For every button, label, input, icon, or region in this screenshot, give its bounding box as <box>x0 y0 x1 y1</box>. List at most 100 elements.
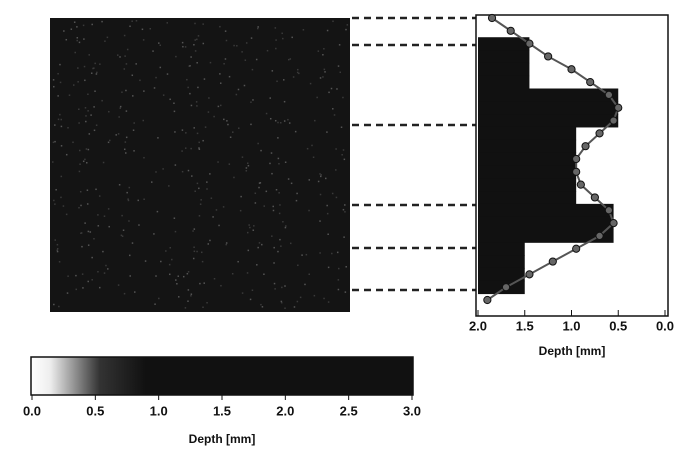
noise-dot <box>165 250 167 252</box>
noise-dot <box>313 294 316 297</box>
noise-dot <box>338 44 341 46</box>
noise-dot <box>193 228 196 230</box>
noise-dot <box>290 182 293 185</box>
noise-dot <box>144 260 147 262</box>
x-tick-label: 1.0 <box>562 318 580 333</box>
noise-dot <box>141 28 144 31</box>
noise-dot <box>272 205 274 208</box>
noise-dot <box>134 291 136 293</box>
noise-dot <box>191 175 193 177</box>
noise-dot <box>189 65 191 67</box>
noise-dot <box>126 48 129 51</box>
noise-dot <box>166 22 169 24</box>
profile-point <box>595 231 604 241</box>
noise-dot <box>275 189 278 191</box>
noise-dot <box>168 263 171 266</box>
noise-dot <box>174 230 177 233</box>
x-tick-label: 2.0 <box>276 403 294 418</box>
profile-bar <box>478 101 619 115</box>
noise-dot <box>237 260 239 263</box>
noise-dot <box>339 71 342 74</box>
noise-dot <box>159 66 162 69</box>
noise-dot <box>198 141 200 144</box>
noise-dot <box>192 257 195 260</box>
noise-dot <box>322 54 324 56</box>
noise-dot <box>115 134 117 136</box>
noise-dot <box>337 279 340 281</box>
noise-dot <box>274 27 277 29</box>
noise-dot <box>94 90 96 92</box>
noise-dot <box>299 296 302 299</box>
noise-dot <box>219 25 221 28</box>
profile-point <box>586 77 595 87</box>
noise-dot <box>153 87 156 89</box>
noise-dot <box>65 213 68 216</box>
noise-dot <box>209 173 211 175</box>
noise-dot <box>149 27 152 30</box>
x-tick-label: 2.5 <box>340 403 358 418</box>
noise-dot <box>284 285 286 287</box>
noise-dot <box>202 23 204 25</box>
noise-dot <box>306 147 309 150</box>
noise-dot <box>86 189 89 191</box>
profile-point <box>525 39 534 48</box>
noise-dot <box>175 279 177 281</box>
noise-dot <box>233 44 235 47</box>
x-tick-label: 1.0 <box>150 403 168 418</box>
noise-dot <box>67 275 69 277</box>
noise-dot <box>135 20 138 22</box>
noise-dot <box>121 91 123 93</box>
noise-dot <box>280 301 283 304</box>
noise-dot <box>198 148 201 151</box>
profile-bar <box>478 62 530 77</box>
noise-dot <box>246 272 249 274</box>
noise-dot <box>187 300 189 302</box>
noise-dot <box>80 232 83 234</box>
noise-dot <box>322 76 324 78</box>
noise-dot <box>168 185 170 187</box>
noise-dot <box>97 214 99 216</box>
noise-dot <box>53 85 55 88</box>
noise-dot <box>287 178 290 180</box>
noise-dot <box>85 148 88 150</box>
noise-dot <box>175 55 177 58</box>
noise-dot <box>95 124 98 126</box>
noise-dot <box>250 37 253 39</box>
noise-dot <box>196 38 198 41</box>
noise-dot <box>335 169 337 171</box>
noise-dot <box>107 141 110 144</box>
noise-dot <box>53 303 55 306</box>
noise-dot <box>85 115 87 117</box>
noise-dot <box>332 20 334 23</box>
noise-dot <box>78 122 80 124</box>
noise-dot <box>231 131 234 133</box>
noise-dot <box>204 126 207 128</box>
noise-dot <box>83 65 86 68</box>
noise-dot <box>72 84 75 86</box>
noise-dot <box>78 108 80 111</box>
noise-dot <box>87 244 90 246</box>
profile-point <box>590 193 599 202</box>
noise-dot <box>344 291 347 293</box>
noise-dot <box>220 284 222 287</box>
noise-dot <box>86 203 89 205</box>
noise-dot <box>223 118 225 121</box>
noise-dot <box>226 120 228 122</box>
profile-bar <box>478 178 577 192</box>
noise-dot <box>95 73 98 75</box>
noise-dot <box>274 288 276 290</box>
noise-dot <box>246 162 249 164</box>
noise-dot <box>109 139 111 142</box>
noise-dot <box>59 113 61 116</box>
noise-dot <box>317 180 320 183</box>
noise-dot <box>319 252 321 254</box>
noise-dot <box>101 99 103 102</box>
noise-dot <box>143 90 145 92</box>
noise-dot <box>125 89 127 92</box>
noise-dot <box>155 76 157 79</box>
noise-dot <box>58 261 61 263</box>
noise-dot <box>282 79 285 81</box>
noise-dot <box>266 49 269 52</box>
noise-dot <box>57 95 59 97</box>
noise-dot <box>177 275 180 277</box>
